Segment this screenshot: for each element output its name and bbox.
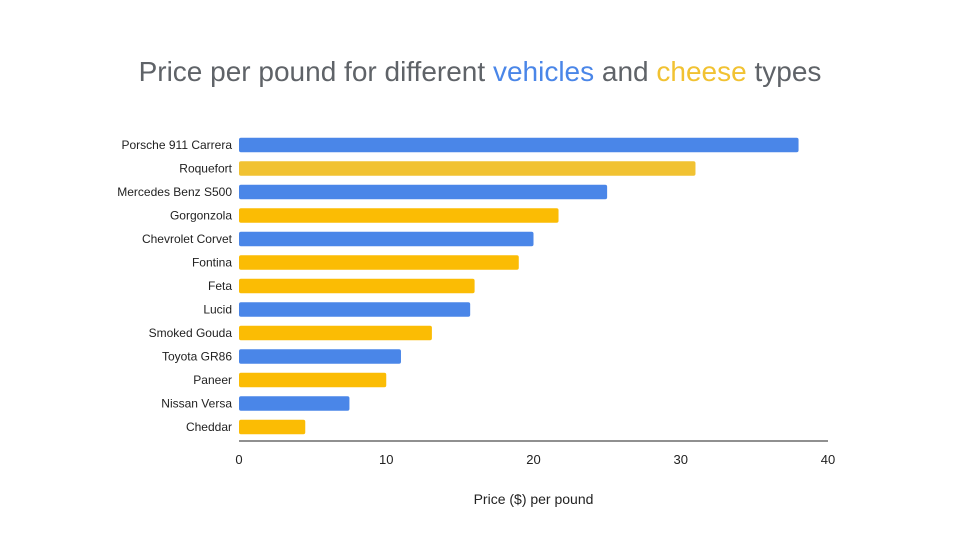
bar <box>239 161 696 176</box>
x-tick-label: 20 <box>526 452 540 467</box>
title-part-1: Price per pound for different <box>138 56 493 87</box>
bar <box>239 396 350 411</box>
category-label: Gorgonzola <box>170 209 232 223</box>
bar <box>239 302 471 317</box>
category-label: Cheddar <box>186 420 232 434</box>
title-vehicles: vehicles <box>492 56 595 87</box>
category-label: Toyota GR86 <box>162 350 232 364</box>
category-label: Porsche 911 Carrera <box>122 138 233 152</box>
x-tick-labels: 0 10 20 30 40 <box>235 452 835 467</box>
category-label: Paneer <box>193 373 232 387</box>
bar <box>239 231 534 247</box>
x-tick-label: 40 <box>821 452 835 467</box>
category-label: Chevrolet Corvet <box>142 232 233 246</box>
category-label: Fontina <box>192 256 232 270</box>
chart-title: Price per pound for different vehicles a… <box>0 56 960 88</box>
title-part-2: and <box>594 56 657 87</box>
title-cheese: cheese <box>656 56 747 87</box>
bar <box>239 419 306 435</box>
x-tick-label: 30 <box>674 452 688 467</box>
bar <box>239 325 432 341</box>
bar <box>239 349 401 364</box>
category-label: Roquefort <box>179 162 232 176</box>
bar <box>239 278 475 294</box>
title-part-3: types <box>746 56 822 87</box>
category-label: Lucid <box>203 303 232 317</box>
category-label: Nissan Versa <box>161 397 232 411</box>
bars-group <box>239 137 799 435</box>
bar <box>239 255 519 270</box>
bar <box>239 208 559 223</box>
category-labels: Porsche 911 Carrera Roquefort Mercedes Ben… <box>117 138 232 434</box>
bar <box>239 372 387 388</box>
category-label: Mercedes Benz S500 <box>117 185 232 199</box>
category-label: Feta <box>208 279 232 293</box>
x-tick-label: 10 <box>379 452 393 467</box>
x-tick-label: 0 <box>235 452 242 467</box>
x-axis-title: Price ($) per pound <box>474 491 594 507</box>
bar <box>239 184 608 200</box>
bar <box>239 137 799 153</box>
category-label: Smoked Gouda <box>149 326 233 340</box>
